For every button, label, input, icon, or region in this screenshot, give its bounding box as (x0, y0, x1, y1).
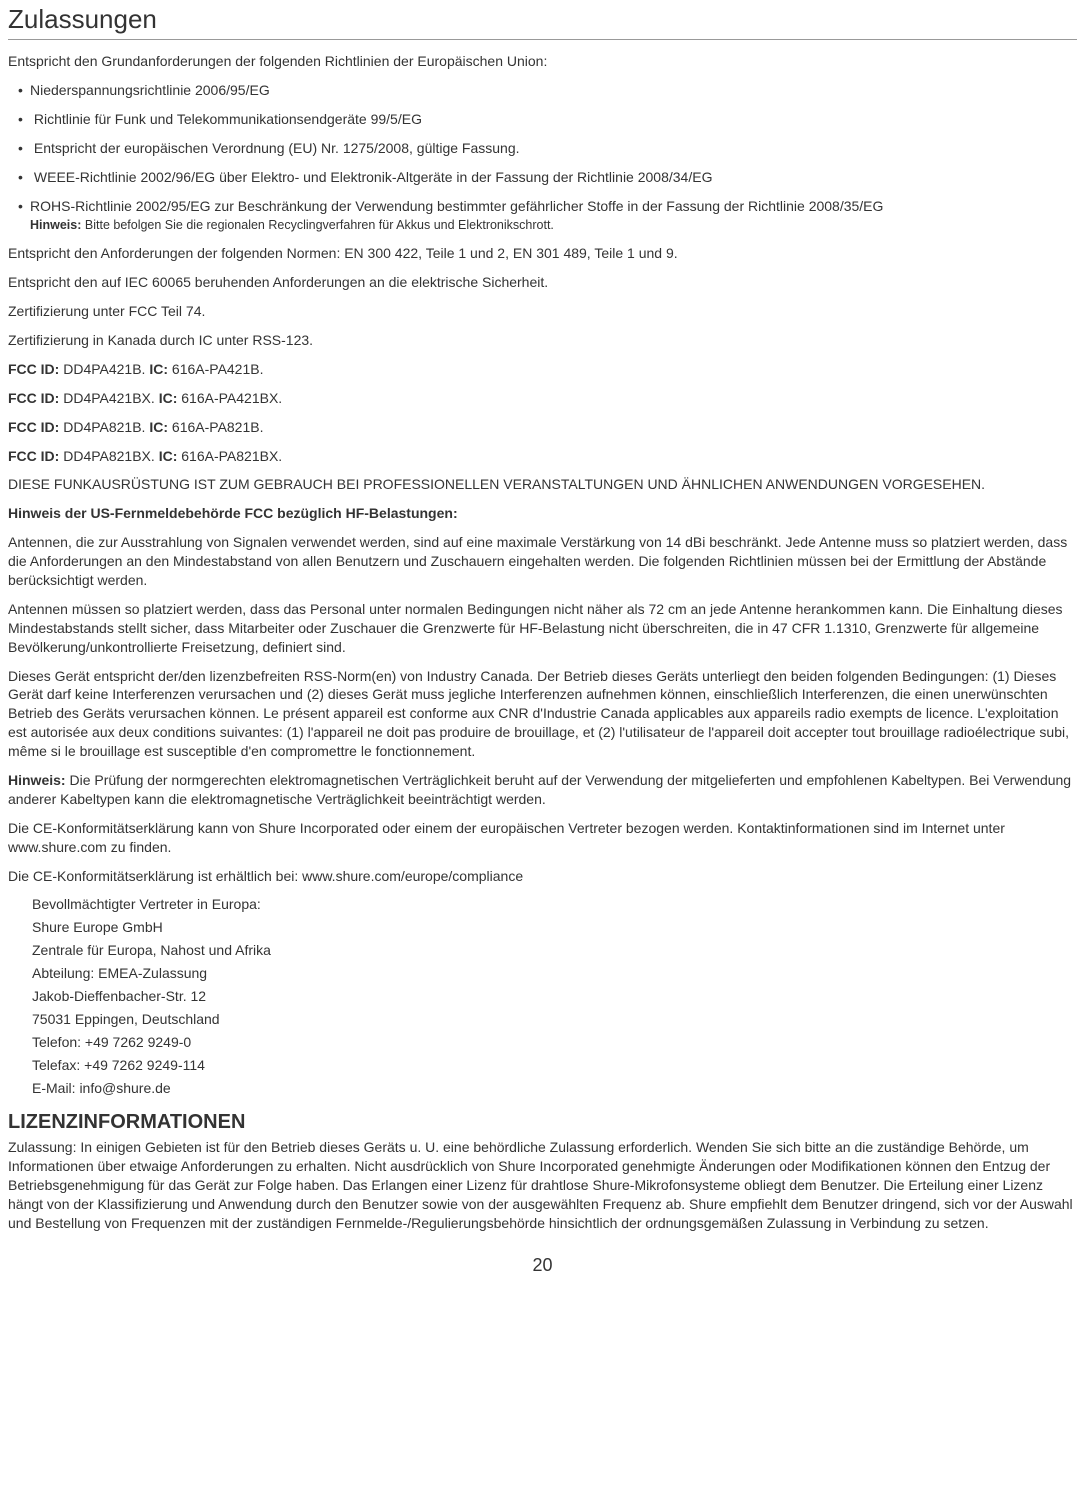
ce-declaration-text: Die CE-Konformitätserklärung kann von Sh… (8, 819, 1077, 857)
fcc-id-label: FCC ID: (8, 419, 59, 435)
list-item: •ROHS-Richtlinie 2002/95/EG zur Beschrän… (18, 197, 1077, 216)
license-text: Zulassung: In einigen Gebieten ist für d… (8, 1138, 1077, 1232)
fcc-id-label: FCC ID: (8, 361, 59, 377)
ic-value: 616A-PA821BX. (177, 448, 282, 464)
addr-line: Shure Europe GmbH (32, 918, 1077, 937)
representative-address: Bevollmächtigter Vertreter in Europa: Sh… (32, 895, 1077, 1097)
addr-line: Zentrale für Europa, Nahost und Afrika (32, 941, 1077, 960)
fcc-rf-heading: Hinweis der US-Fernmeldebehörde FCC bezü… (8, 504, 1077, 523)
fcc-id-label: FCC ID: (8, 390, 59, 406)
addr-line: Jakob-Dieffenbacher-Str. 12 (32, 987, 1077, 1006)
standards-text: Entspricht den Anforderungen der folgend… (8, 244, 1077, 263)
page-number: 20 (8, 1253, 1077, 1277)
ic-label: IC: (159, 448, 178, 464)
list-item: • Entspricht der europäischen Verordnung… (18, 139, 1077, 158)
recycling-note: Hinweis: Bitte befolgen Sie die regional… (30, 217, 1077, 234)
list-item: • Richtlinie für Funk und Telekommunikat… (18, 110, 1077, 129)
id-line: FCC ID: DD4PA421B. IC: 616A-PA421B. (8, 360, 1077, 379)
ic-value: 616A-PA421B. (168, 361, 263, 377)
professional-use-text: DIESE FUNKAUSRÜSTUNG IST ZUM GEBRAUCH BE… (8, 475, 1077, 494)
antenna-distance-text: Antennen müssen so platziert werden, das… (8, 600, 1077, 657)
emc-note: Hinweis: Die Prüfung der normgerechten e… (8, 771, 1077, 809)
note-text: Bitte befolgen Sie die regionalen Recycl… (81, 218, 554, 232)
list-item: • WEEE-Richtlinie 2002/96/EG über Elektr… (18, 168, 1077, 187)
bullet-text: WEEE-Richtlinie 2002/96/EG über Elektro-… (30, 169, 712, 185)
bullet-text: Niederspannungsrichtlinie 2006/95/EG (30, 82, 270, 98)
bullet-text: Richtlinie für Funk und Telekommunikatio… (30, 111, 422, 127)
ic-label: IC: (159, 390, 178, 406)
canada-cert-text: Zertifizierung in Kanada durch IC unter … (8, 331, 1077, 350)
industry-canada-text: Dieses Gerät entspricht der/den lizenzbe… (8, 667, 1077, 761)
ce-compliance-url-text: Die CE-Konformitätserklärung ist erhältl… (8, 867, 1077, 886)
fcc-cert-text: Zertifizierung unter FCC Teil 74. (8, 302, 1077, 321)
emc-note-label: Hinweis: (8, 772, 66, 788)
id-line: FCC ID: DD4PA821B. IC: 616A-PA821B. (8, 418, 1077, 437)
iec-text: Entspricht den auf IEC 60065 beruhenden … (8, 273, 1077, 292)
addr-line: E-Mail: info@shure.de (32, 1079, 1077, 1098)
fcc-id-value: DD4PA821B. (59, 419, 149, 435)
ic-value: 616A-PA821B. (168, 419, 263, 435)
bullet-text: ROHS-Richtlinie 2002/95/EG zur Beschränk… (30, 198, 883, 214)
addr-line: Telefax: +49 7262 9249-114 (32, 1056, 1077, 1075)
fcc-id-value: DD4PA821BX. (59, 448, 158, 464)
license-heading: LIZENZINFORMATIONEN (8, 1109, 1077, 1136)
emc-note-text: Die Prüfung der normgerechten elektromag… (8, 772, 1071, 807)
fcc-id-value: DD4PA421BX. (59, 390, 158, 406)
ic-label: IC: (149, 361, 168, 377)
addr-line: Bevollmächtigter Vertreter in Europa: (32, 895, 1077, 914)
addr-line: Telefon: +49 7262 9249-0 (32, 1033, 1077, 1052)
fcc-id-label: FCC ID: (8, 448, 59, 464)
addr-line: Abteilung: EMEA-Zulassung (32, 964, 1077, 983)
intro-text: Entspricht den Grundanforderungen der fo… (8, 52, 1077, 71)
page-title: Zulassungen (8, 2, 1077, 40)
fcc-rf-heading-text: Hinweis der US-Fernmeldebehörde FCC bezü… (8, 505, 458, 521)
ic-value: 616A-PA421BX. (177, 390, 282, 406)
id-line: FCC ID: DD4PA821BX. IC: 616A-PA821BX. (8, 447, 1077, 466)
directive-list: •Niederspannungsrichtlinie 2006/95/EG • … (8, 81, 1077, 215)
antenna-gain-text: Antennen, die zur Ausstrahlung von Signa… (8, 533, 1077, 590)
addr-line: 75031 Eppingen, Deutschland (32, 1010, 1077, 1029)
fcc-id-value: DD4PA421B. (59, 361, 149, 377)
id-line: FCC ID: DD4PA421BX. IC: 616A-PA421BX. (8, 389, 1077, 408)
bullet-text: Entspricht der europäischen Verordnung (… (30, 140, 520, 156)
list-item: •Niederspannungsrichtlinie 2006/95/EG (18, 81, 1077, 100)
note-label: Hinweis: (30, 218, 81, 232)
ic-label: IC: (149, 419, 168, 435)
